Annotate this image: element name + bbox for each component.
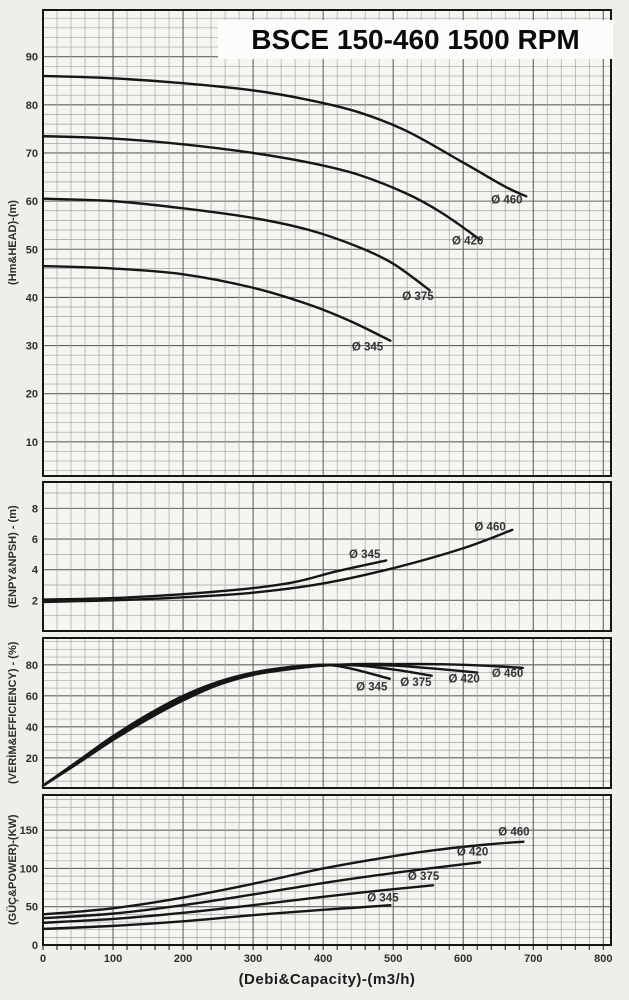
power-ytick-label: 150 xyxy=(20,825,38,837)
npsh-ytick-label: 2 xyxy=(32,595,38,607)
power-curve-impeller-460 xyxy=(41,840,525,916)
efficiency-grid xyxy=(43,638,611,788)
head-curve-label-impeller-375: Ø 375 xyxy=(402,291,434,303)
efficiency-curve-label-impeller-345: Ø 345 xyxy=(356,681,388,693)
head-ytick-label: 20 xyxy=(26,389,38,401)
head-panel: 10 20 30 40 50 60 70 80 90 Ø 460 Ø 420 Ø 375 Ø 345 xyxy=(26,9,612,477)
npsh-ytick-label: 4 xyxy=(32,565,39,577)
head-curve-label-impeller-460: Ø 460 xyxy=(491,195,522,207)
power-curve-impeller-345 xyxy=(41,904,392,931)
npsh-panel-background xyxy=(43,482,611,631)
efficiency-ytick-label: 60 xyxy=(26,691,38,703)
power-panel-border xyxy=(42,794,612,946)
head-curve-label-impeller-420: Ø 420 xyxy=(452,235,483,247)
efficiency-curve-label-impeller-420: Ø 420 xyxy=(449,674,480,686)
x-tick-label: 400 xyxy=(314,953,332,965)
x-axis-title: (Debi&Capacity)-(m3/h) xyxy=(238,971,416,988)
efficiency-ytick-label: 20 xyxy=(26,753,38,765)
x-tick-label: 800 xyxy=(594,953,612,965)
head-curve-impeller-375 xyxy=(41,197,431,292)
head-ytick-label: 10 xyxy=(26,437,38,449)
power-curve-label-impeller-420: Ø 420 xyxy=(457,846,488,858)
efficiency-panel-border xyxy=(42,637,612,789)
efficiency-ytick-label: 40 xyxy=(26,722,38,734)
efficiency-curve-label-impeller-460: Ø 460 xyxy=(492,668,523,680)
x-tick-label: 0 xyxy=(40,953,46,965)
head-ytick-label: 50 xyxy=(26,244,38,256)
npsh-panel-border xyxy=(42,481,612,632)
efficiency-panel-background xyxy=(43,638,611,788)
npsh-grid xyxy=(43,482,611,631)
head-ytick-label: 40 xyxy=(26,292,38,304)
power-ytick-label: 100 xyxy=(20,863,38,875)
head-panel-border xyxy=(42,9,612,477)
head-ytick-label: 90 xyxy=(26,52,38,64)
head-curve-impeller-345 xyxy=(41,264,392,342)
efficiency-panel: 20 40 60 80 Ø 460 Ø 420 Ø 375 Ø 345 xyxy=(26,637,612,789)
head-curve-impeller-460 xyxy=(41,74,528,198)
y-axis-label-efficiency: (VERİM&EFFICIENCY) - (%) xyxy=(7,641,19,785)
npsh-curve-impeller-460 xyxy=(41,528,514,604)
efficiency-ytick-label: 80 xyxy=(26,660,38,672)
power-panel-background xyxy=(43,795,611,945)
head-ytick-label: 70 xyxy=(26,148,38,160)
x-tick-label: 300 xyxy=(244,953,262,965)
power-panel: 0 50 100 150 Ø 460 Ø 420 Ø 375 Ø 345 xyxy=(20,794,612,952)
x-tick-label: 500 xyxy=(384,953,402,965)
power-curve-impeller-420 xyxy=(41,861,482,920)
power-curve-label-impeller-375: Ø 375 xyxy=(408,871,440,883)
power-curve-label-impeller-345: Ø 345 xyxy=(367,892,399,904)
x-tick-label: 200 xyxy=(174,953,192,965)
head-curve-impeller-420 xyxy=(41,134,482,241)
x-tick-label: 700 xyxy=(524,953,542,965)
power-ytick-label: 0 xyxy=(32,940,38,952)
efficiency-curve-impeller-345 xyxy=(41,663,391,787)
npsh-ytick-label: 8 xyxy=(32,503,38,515)
power-curve-label-impeller-460: Ø 460 xyxy=(498,827,529,839)
y-axis-label-power: (GÜÇ&POWER)-(KW) xyxy=(7,814,19,926)
x-tick-label: 600 xyxy=(454,953,472,965)
efficiency-curve-label-impeller-375: Ø 375 xyxy=(400,677,432,689)
x-axis: 0 100 200 300 400 500 600 700 800 xyxy=(40,945,612,965)
head-ytick-label: 30 xyxy=(26,341,38,353)
npsh-curve-label-impeller-345: Ø 345 xyxy=(349,549,381,561)
x-tick-label: 100 xyxy=(104,953,122,965)
y-axis-label-npsh: (ENPY&NPSH) - (m) xyxy=(7,505,19,608)
npsh-curve-impeller-345 xyxy=(41,559,388,601)
head-panel-background xyxy=(43,10,611,476)
head-curve-label-impeller-345: Ø 345 xyxy=(352,341,384,353)
npsh-curve-label-impeller-460: Ø 460 xyxy=(474,522,505,534)
head-grid xyxy=(43,10,611,476)
power-ytick-label: 50 xyxy=(26,902,38,914)
head-ytick-label: 80 xyxy=(26,100,38,112)
power-curve-impeller-375 xyxy=(41,884,435,925)
page-title: BSCE 150-460 1500 RPM xyxy=(218,20,613,59)
head-ytick-label: 60 xyxy=(26,196,38,208)
npsh-panel: 2 4 6 8 Ø 345 Ø 460 xyxy=(32,481,612,632)
npsh-ytick-label: 6 xyxy=(32,534,38,546)
y-axis-label-head: (Hm&HEAD)-(m) xyxy=(7,200,19,286)
